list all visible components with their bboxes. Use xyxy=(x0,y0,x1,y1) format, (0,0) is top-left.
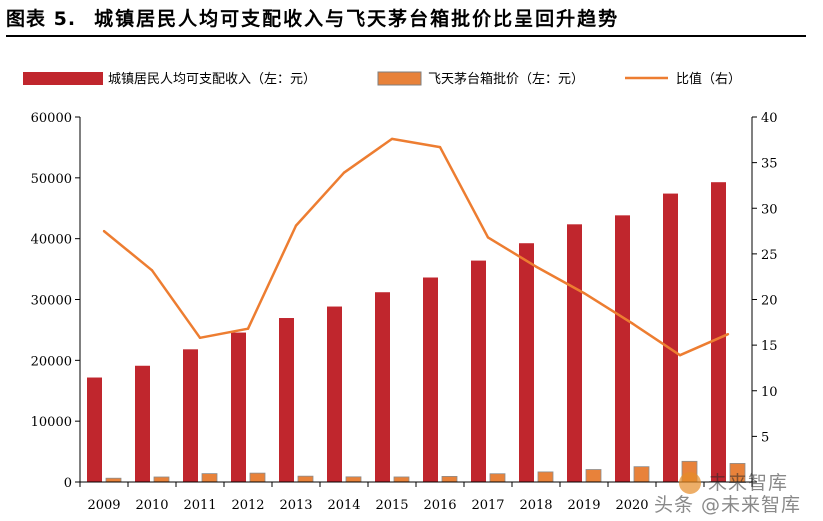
left-axis-tick-label: 40000 xyxy=(31,233,72,248)
bar-price-2015 xyxy=(393,476,410,483)
ratio-point-2012 xyxy=(246,327,250,330)
watermark-line1: 未来智库 xyxy=(708,472,789,494)
bar-income-2011 xyxy=(183,349,198,482)
bar-income-2016 xyxy=(423,277,438,482)
ratio-point-2011 xyxy=(198,336,202,340)
ratio-point-2010 xyxy=(150,269,154,272)
legend-swatch-price xyxy=(377,71,422,86)
bar-price-2020 xyxy=(633,466,650,483)
left-axis-tick-label: 60000 xyxy=(31,111,72,126)
title-underline xyxy=(6,35,806,37)
bar-price-2016 xyxy=(441,476,458,483)
ratio-point-2019 xyxy=(582,291,586,295)
right-axis-tick-label: 15 xyxy=(761,339,778,354)
ratio-point-2013 xyxy=(294,224,298,227)
bar-price-2019 xyxy=(585,469,602,483)
left-axis-tick-label: 0 xyxy=(64,476,72,491)
watermark: 未来智库 头条 @未来智库 xyxy=(648,468,820,516)
bar-income-2014 xyxy=(327,306,342,482)
right-axis-tick-label: 25 xyxy=(761,248,778,263)
left-axis-tick-label: 10000 xyxy=(31,415,72,430)
x-axis-label-2009: 2009 xyxy=(87,498,120,513)
bar-income-2013 xyxy=(279,318,294,482)
bar-income-2017 xyxy=(471,260,486,482)
right-axis-tick-label: 35 xyxy=(761,157,778,172)
ratio-point-2020 xyxy=(630,322,634,325)
ratio-point-2018 xyxy=(534,265,538,268)
bar-income-2022 xyxy=(711,182,726,483)
bar-price-2012 xyxy=(249,472,266,483)
x-axis: 2009 2010 2011 2012 2013 2014 2015 2016 2017 2018… xyxy=(79,481,753,513)
bar-price-2013 xyxy=(297,475,314,483)
bar-income-2018 xyxy=(519,243,534,482)
bar-income-2009 xyxy=(87,377,102,482)
right-axis-tick-label: 40 xyxy=(761,111,778,126)
right-axis-tick-label: 10 xyxy=(761,385,778,400)
ratio-point-2021 xyxy=(678,353,682,357)
watermark-line2: 头条 @未来智库 xyxy=(654,494,802,516)
legend-swatch-income xyxy=(23,72,103,85)
bar-price-2018 xyxy=(537,471,554,483)
ratio-point-2015 xyxy=(390,137,394,141)
bar-income-2010 xyxy=(135,365,150,482)
ratio-point-2016 xyxy=(438,145,442,149)
ratio-line xyxy=(103,137,729,357)
right-axis-tick-label: 5 xyxy=(761,430,769,445)
left-axis-tick-label: 20000 xyxy=(31,354,72,369)
x-axis-label-2020: 2020 xyxy=(615,498,648,513)
x-axis-label-2015: 2015 xyxy=(375,498,408,513)
right-axis: 5 10 15 20 25 30 35 40 xyxy=(751,111,778,483)
figure-title-text: 城镇居民人均可支配收入与飞天茅台箱批价比呈回升趋势 xyxy=(94,8,620,30)
x-axis-label-2012: 2012 xyxy=(231,498,264,513)
ratio-point-2009 xyxy=(102,229,106,233)
legend-label-ratio: 比值（右） xyxy=(676,71,741,87)
x-axis-label-2013: 2013 xyxy=(279,498,312,513)
x-axis-label-2010: 2010 xyxy=(135,498,168,513)
bar-income-2020 xyxy=(615,215,630,482)
legend: 城镇居民人均可支配收入（左：元） 飞天茅台箱批价（左：元） 比值（右） xyxy=(23,71,741,87)
bar-income-2021 xyxy=(663,193,678,482)
watermark-logo-icon xyxy=(679,472,701,494)
bar-price-2017 xyxy=(489,473,506,483)
left-axis: 0 10000 20000 30000 40000 50000 60000 xyxy=(31,111,81,491)
figure-label: 图表 5. xyxy=(6,8,77,30)
x-axis-label-2019: 2019 xyxy=(567,498,600,513)
ratio-line-layer xyxy=(102,137,730,357)
bar-price-2011 xyxy=(201,473,218,483)
bar-price-2010 xyxy=(153,476,170,483)
legend-label-income: 城镇居民人均可支配收入（左：元） xyxy=(108,72,316,87)
x-axis-label-2016: 2016 xyxy=(423,498,456,513)
left-axis-tick-label: 50000 xyxy=(31,172,72,187)
bar-income-2012 xyxy=(231,332,246,482)
bar-income-2019 xyxy=(567,224,582,482)
bar-price-2009 xyxy=(105,477,122,483)
x-axis-label-2018: 2018 xyxy=(519,498,552,513)
right-axis-tick-label: 30 xyxy=(761,202,778,217)
bar-price-2014 xyxy=(345,476,362,483)
right-axis-tick-label: 20 xyxy=(761,294,778,309)
bars-layer xyxy=(87,182,746,483)
left-axis-tick-label: 30000 xyxy=(31,294,72,309)
x-axis-label-2014: 2014 xyxy=(327,498,360,513)
ratio-point-2014 xyxy=(342,171,346,174)
ratio-point-2017 xyxy=(486,236,490,239)
x-axis-label-2011: 2011 xyxy=(183,498,216,513)
ratio-point-2022 xyxy=(726,332,730,336)
legend-label-price: 飞天茅台箱批价（左：元） xyxy=(428,71,584,87)
figure-title: 图表 5. 城镇居民人均可支配收入与飞天茅台箱批价比呈回升趋势 xyxy=(6,4,806,34)
bar-income-2015 xyxy=(375,292,390,482)
x-axis-label-2017: 2017 xyxy=(471,498,504,513)
